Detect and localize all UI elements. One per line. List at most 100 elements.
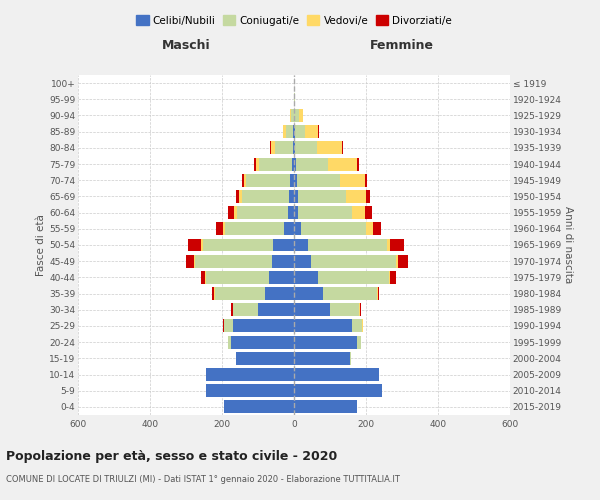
Bar [228, 336, 231, 348]
Bar [357, 336, 361, 348]
Bar [330, 304, 359, 316]
Bar [357, 158, 359, 170]
Bar [390, 238, 404, 252]
Bar [294, 384, 382, 397]
Bar [228, 206, 234, 219]
Bar [233, 320, 294, 332]
Bar [236, 352, 294, 365]
Y-axis label: Fasce di età: Fasce di età [36, 214, 46, 276]
Bar [206, 271, 269, 284]
Bar [239, 190, 242, 203]
Bar [319, 271, 389, 284]
Bar [224, 320, 233, 332]
Bar [205, 271, 206, 284]
Bar [203, 238, 273, 252]
Bar [292, 109, 293, 122]
Bar [294, 158, 296, 170]
Bar [236, 190, 239, 203]
Bar [297, 174, 340, 186]
Bar [271, 142, 275, 154]
Bar [295, 142, 317, 154]
Bar [363, 320, 364, 332]
Bar [294, 254, 311, 268]
Bar [340, 174, 365, 186]
Bar [294, 222, 301, 235]
Bar [294, 287, 323, 300]
Bar [270, 142, 271, 154]
Bar [296, 158, 328, 170]
Bar [301, 222, 366, 235]
Bar [194, 254, 195, 268]
Bar [365, 206, 372, 219]
Bar [223, 320, 224, 332]
Bar [258, 304, 294, 316]
Legend: Celibi/Nubili, Coniugati/e, Vedovi/e, Divorziati/e: Celibi/Nubili, Coniugati/e, Vedovi/e, Di… [136, 16, 452, 26]
Bar [206, 368, 294, 381]
Bar [366, 190, 370, 203]
Bar [242, 190, 289, 203]
Bar [202, 238, 203, 252]
Bar [323, 287, 377, 300]
Bar [294, 142, 295, 154]
Bar [294, 400, 357, 413]
Bar [265, 287, 294, 300]
Bar [224, 400, 294, 413]
Bar [292, 158, 294, 170]
Bar [233, 304, 258, 316]
Bar [396, 254, 398, 268]
Bar [294, 125, 295, 138]
Bar [359, 304, 361, 316]
Bar [231, 304, 233, 316]
Bar [212, 287, 214, 300]
Bar [346, 190, 366, 203]
Bar [294, 174, 297, 186]
Bar [294, 320, 352, 332]
Bar [294, 352, 350, 365]
Bar [298, 206, 352, 219]
Bar [387, 238, 390, 252]
Bar [293, 125, 294, 138]
Bar [377, 287, 379, 300]
Bar [294, 336, 357, 348]
Bar [290, 174, 294, 186]
Bar [373, 222, 381, 235]
Bar [195, 254, 272, 268]
Bar [273, 238, 294, 252]
Bar [188, 238, 202, 252]
Bar [290, 109, 292, 122]
Text: Maschi: Maschi [161, 40, 211, 52]
Bar [352, 320, 362, 332]
Bar [287, 206, 294, 219]
Bar [294, 238, 308, 252]
Bar [366, 222, 373, 235]
Bar [224, 222, 284, 235]
Bar [259, 158, 292, 170]
Bar [275, 142, 293, 154]
Bar [254, 158, 256, 170]
Bar [294, 304, 330, 316]
Bar [234, 206, 237, 219]
Bar [247, 174, 290, 186]
Bar [294, 190, 298, 203]
Bar [294, 271, 319, 284]
Bar [390, 271, 395, 284]
Bar [286, 125, 293, 138]
Bar [272, 254, 294, 268]
Bar [284, 222, 294, 235]
Bar [298, 190, 346, 203]
Text: Popolazione per età, sesso e stato civile - 2020: Popolazione per età, sesso e stato civil… [6, 450, 337, 463]
Bar [389, 271, 390, 284]
Bar [295, 109, 299, 122]
Bar [328, 158, 357, 170]
Bar [223, 222, 224, 235]
Y-axis label: Anni di nascita: Anni di nascita [563, 206, 573, 284]
Bar [215, 287, 265, 300]
Bar [317, 142, 341, 154]
Text: Femmine: Femmine [370, 40, 434, 52]
Bar [206, 384, 294, 397]
Bar [256, 158, 259, 170]
Bar [308, 238, 387, 252]
Bar [231, 336, 294, 348]
Bar [185, 254, 194, 268]
Bar [365, 174, 367, 186]
